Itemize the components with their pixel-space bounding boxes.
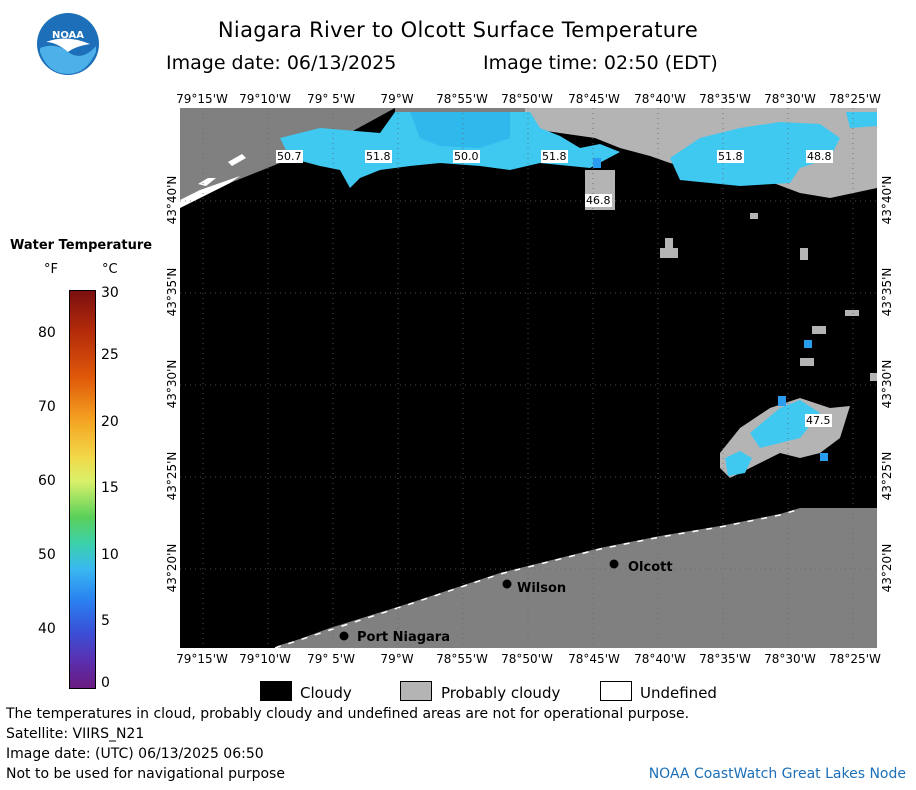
wilson-dot (502, 579, 512, 589)
nav-warning-text: Not to be used for navigational purpose (6, 766, 285, 782)
temp-label: 46.8 (585, 194, 612, 207)
colorbar-tick-f: 50 (38, 547, 56, 563)
colorbar-tick-f: 80 (38, 325, 56, 341)
colorbar-tick-c: 5 (101, 613, 110, 629)
noaa-logo-text: NOAA (52, 30, 84, 41)
longitude-label-top: 78°35'W (699, 92, 751, 106)
colorbar-unit-c: °C (102, 262, 118, 277)
longitude-label-top: 78°40'W (634, 92, 686, 106)
colorbar-tick-c: 15 (101, 480, 119, 496)
latitude-label-right: 43°25'N (880, 451, 894, 501)
place-port-niagara: Port Niagara (357, 630, 450, 645)
temp-label: 47.5 (805, 414, 832, 427)
credit-text: NOAA CoastWatch Great Lakes Node (648, 766, 906, 782)
longitude-label-bottom: 79°10'W (239, 652, 291, 666)
water-top-band (280, 112, 620, 188)
image-time: Image time: 02:50 (EDT) (483, 52, 718, 74)
latitude-label-right: 43°20'N (880, 543, 894, 593)
longitude-label-top: 78°25'W (829, 92, 881, 106)
longitude-label-bottom: 78°55'W (436, 652, 488, 666)
colorbar-tick-c: 25 (101, 347, 119, 363)
longitude-label-top: 79°15'W (176, 92, 228, 106)
temp-label: 51.8 (365, 150, 392, 163)
temperature-map (180, 108, 877, 648)
disclaimer-text: The temperatures in cloud, probably clou… (6, 706, 690, 722)
colorbar-tick-c: 20 (101, 414, 119, 430)
image-date: Image date: 06/13/2025 (166, 52, 397, 74)
latitude-label-right: 43°40'N (880, 175, 894, 225)
colorbar-title: Water Temperature (10, 238, 153, 253)
longitude-label-top: 79° 5'W (307, 92, 355, 106)
latitude-label-left: 43°40'N (165, 175, 179, 225)
longitude-label-bottom: 79°15'W (176, 652, 228, 666)
legend-cloudy-label: Cloudy (300, 684, 352, 702)
longitude-label-bottom: 78°45'W (568, 652, 620, 666)
temp-label: 48.8 (806, 150, 833, 163)
legend-probably-cloudy-swatch (400, 681, 432, 701)
longitude-label-bottom: 78°50'W (501, 652, 553, 666)
longitude-label-top: 79°W (380, 92, 414, 106)
olcott-dot (609, 559, 619, 569)
colorbar-unit-f: °F (44, 262, 58, 277)
latitude-label-left: 43°25'N (165, 451, 179, 501)
longitude-label-top: 78°45'W (568, 92, 620, 106)
latitude-label-left: 43°30'N (165, 359, 179, 409)
longitude-label-bottom: 78°35'W (699, 652, 751, 666)
map-title: Niagara River to Olcott Surface Temperat… (217, 18, 699, 42)
legend-cloudy-swatch (260, 681, 292, 701)
longitude-label-top: 78°50'W (501, 92, 553, 106)
colorbar-tick-f: 70 (38, 399, 56, 415)
longitude-label-top: 79°10'W (239, 92, 291, 106)
satellite-text: Satellite: VIIRS_N21 (6, 726, 145, 742)
colorbar-tick-f: 60 (38, 473, 56, 489)
colorbar-tick-c: 0 (101, 675, 110, 691)
noaa-logo: NOAA (37, 13, 99, 75)
longitude-label-bottom: 79°W (380, 652, 414, 666)
temp-label: 50.7 (276, 150, 303, 163)
land-south-shore (275, 508, 877, 648)
legend-probably-cloudy-label: Probably cloudy (441, 684, 561, 702)
water-top-right (670, 122, 840, 186)
longitude-label-bottom: 78°30'W (764, 652, 816, 666)
legend-undefined-label: Undefined (640, 684, 717, 702)
place-wilson: Wilson (517, 581, 567, 596)
latitude-label-left: 43°35'N (165, 267, 179, 317)
utc-date-text: Image date: (UTC) 06/13/2025 06:50 (6, 746, 264, 762)
colorbar-tick-c: 10 (101, 547, 119, 563)
longitude-label-bottom: 78°40'W (634, 652, 686, 666)
temp-label: 51.8 (541, 150, 568, 163)
longitude-label-bottom: 78°25'W (829, 652, 881, 666)
longitude-label-bottom: 79° 5'W (307, 652, 355, 666)
latitude-label-right: 43°35'N (880, 267, 894, 317)
latitude-label-right: 43°30'N (880, 359, 894, 409)
longitude-label-top: 78°30'W (764, 92, 816, 106)
legend-undefined-swatch (600, 681, 632, 701)
place-olcott: Olcott (628, 560, 673, 575)
longitude-label-top: 78°55'W (436, 92, 488, 106)
colorbar (69, 290, 96, 689)
colorbar-tick-c: 30 (101, 285, 119, 301)
port-niagara-dot (339, 631, 349, 641)
colorbar-tick-f: 40 (38, 621, 56, 637)
latitude-label-left: 43°20'N (165, 543, 179, 593)
temp-label: 51.8 (717, 150, 744, 163)
undefined-edge (180, 176, 240, 208)
temp-label: 50.0 (453, 150, 480, 163)
